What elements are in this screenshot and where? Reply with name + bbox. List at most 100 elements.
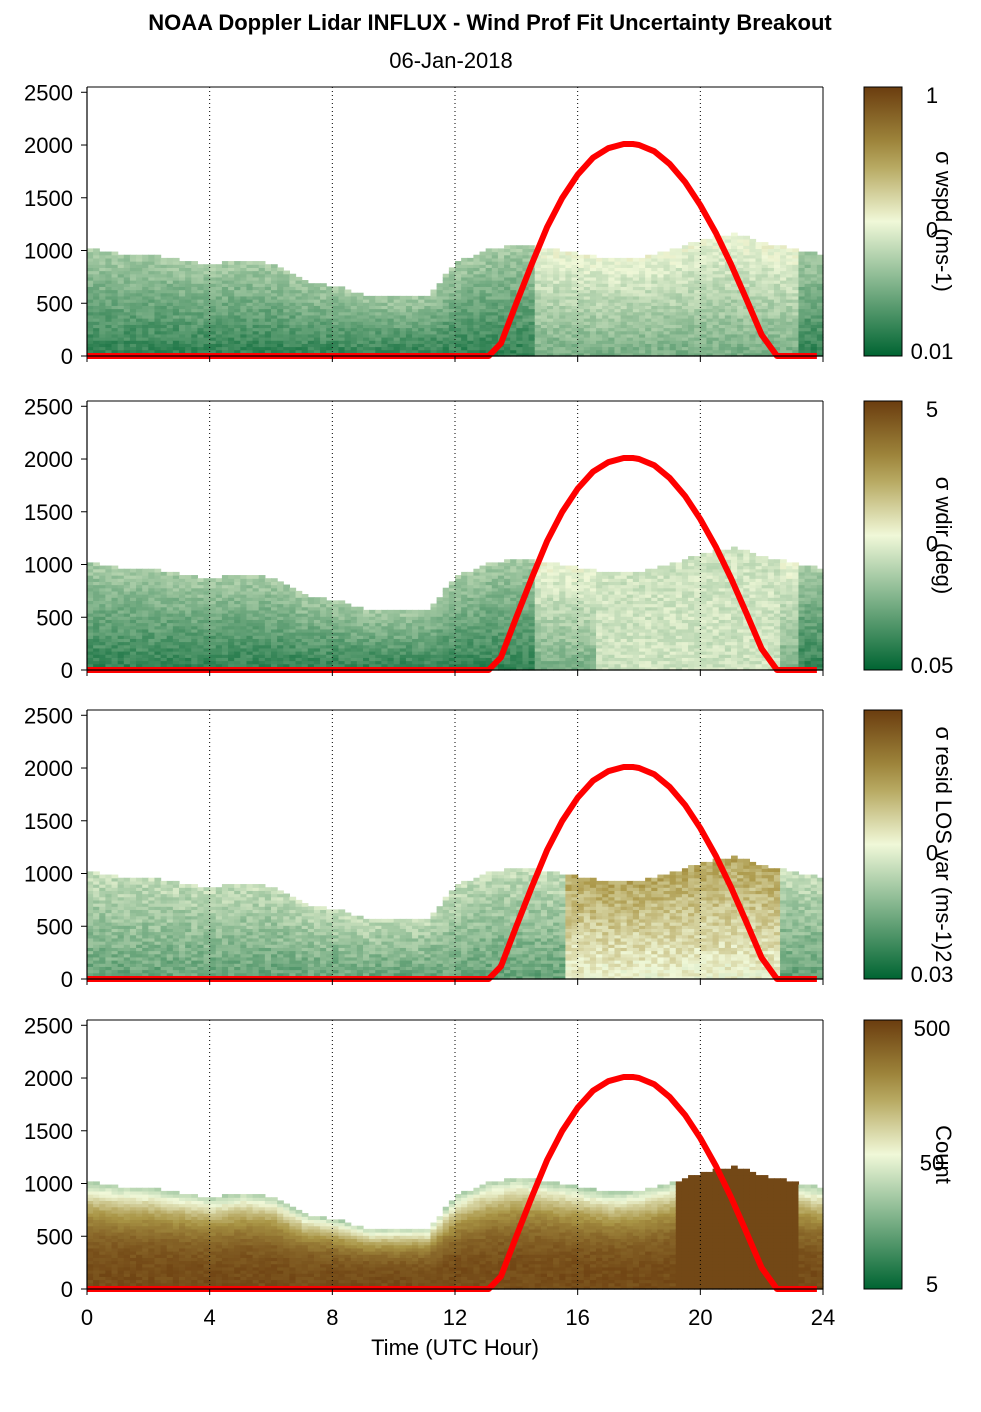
- heatmap-cell: [547, 251, 554, 256]
- heatmap-cell: [675, 314, 683, 319]
- heatmap-cell: [166, 321, 174, 325]
- heatmap-cell: [412, 295, 419, 300]
- heatmap-cell: [688, 305, 695, 310]
- heatmap-cell: [626, 273, 634, 278]
- heatmap-cell: [209, 286, 217, 291]
- heatmap-cell: [412, 340, 419, 344]
- heatmap-cell: [313, 330, 321, 335]
- heatmap-cell: [405, 314, 413, 319]
- heatmap-cell: [350, 340, 358, 344]
- heatmap-cell: [577, 340, 585, 344]
- heatmap-cell: [166, 261, 174, 265]
- heatmap-cell: [313, 321, 321, 325]
- heatmap-cell: [442, 276, 450, 281]
- heatmap-cell: [117, 261, 125, 265]
- heatmap-cell: [467, 280, 474, 284]
- heatmap-cell: [375, 311, 382, 316]
- heatmap-cell: [497, 276, 505, 281]
- heatmap-cell: [289, 314, 297, 319]
- heatmap-cell: [608, 337, 616, 341]
- heatmap-cell: [295, 308, 303, 313]
- heatmap-cell: [461, 299, 468, 303]
- heatmap-cell: [681, 340, 689, 344]
- heatmap-cell: [700, 340, 708, 344]
- heatmap-cell: [718, 340, 726, 344]
- heatmap-cell: [117, 346, 125, 351]
- heatmap-cell: [718, 343, 726, 348]
- heatmap-cell: [743, 311, 750, 316]
- heatmap-cell: [657, 264, 665, 268]
- heatmap-cell: [87, 280, 94, 284]
- heatmap-cell: [675, 340, 683, 344]
- heatmap-cell: [117, 302, 125, 306]
- heatmap-cell: [620, 337, 628, 341]
- heatmap-cell: [724, 340, 732, 344]
- heatmap-cell: [485, 270, 493, 275]
- heatmap-cell: [87, 327, 94, 332]
- heatmap-cell: [479, 330, 487, 335]
- heatmap-cell: [154, 324, 162, 329]
- heatmap-cell: [577, 261, 585, 265]
- heatmap-cell: [221, 349, 229, 354]
- heatmap-cell: [332, 330, 340, 335]
- heatmap-cell: [608, 299, 616, 303]
- heatmap-cell: [369, 295, 376, 300]
- heatmap-cell: [632, 267, 640, 272]
- heatmap-cell: [706, 238, 714, 243]
- heatmap-cell: [724, 337, 732, 341]
- heatmap-cell: [289, 292, 297, 297]
- heatmap-cell: [264, 321, 272, 325]
- heatmap-cell: [105, 565, 113, 570]
- heatmap-cell: [301, 305, 309, 310]
- heatmap-cell: [258, 575, 266, 579]
- heatmap-cell: [718, 305, 726, 310]
- heatmap-cell: [700, 349, 708, 354]
- heatmap-cell: [271, 289, 278, 294]
- heatmap-cell: [467, 321, 474, 325]
- heatmap-cell: [737, 273, 744, 278]
- heatmap-cell: [724, 286, 732, 291]
- heatmap-cell: [295, 346, 303, 351]
- heatmap-cell: [534, 346, 542, 351]
- heatmap-cell: [589, 337, 597, 341]
- heatmap-cell: [577, 292, 585, 297]
- heatmap-cell: [117, 337, 125, 341]
- heatmap-cell: [455, 333, 462, 338]
- heatmap-cell: [166, 340, 174, 344]
- heatmap-cell: [313, 305, 321, 310]
- heatmap-cell: [681, 248, 689, 253]
- heatmap-cell: [209, 267, 217, 272]
- heatmap-cell: [320, 343, 327, 348]
- heatmap-cell: [718, 254, 726, 259]
- heatmap-cell: [185, 330, 192, 335]
- heatmap-cell: [602, 324, 609, 329]
- heatmap-cell: [215, 314, 223, 319]
- heatmap-cell: [589, 321, 597, 325]
- heatmap-cell: [688, 302, 695, 306]
- heatmap-cell: [221, 318, 229, 322]
- heatmap-cell: [228, 333, 235, 338]
- heatmap-cell: [455, 308, 462, 313]
- heatmap-cell: [589, 292, 597, 297]
- heatmap-cell: [271, 318, 278, 322]
- heatmap-cell: [645, 254, 652, 259]
- heatmap-cell: [497, 327, 505, 332]
- heatmap-cell: [731, 311, 738, 316]
- heatmap-cell: [596, 352, 603, 357]
- heatmap-cell: [228, 289, 235, 294]
- heatmap-cell: [154, 343, 162, 348]
- heatmap-cell: [129, 261, 137, 265]
- heatmap-cell: [87, 311, 94, 316]
- heatmap-cell: [504, 261, 511, 265]
- heatmap-cell: [197, 349, 205, 354]
- heatmap-cell: [737, 238, 744, 243]
- heatmap-cell: [117, 280, 125, 284]
- heatmap-cell: [589, 254, 597, 259]
- heatmap-cell: [675, 292, 683, 297]
- heatmap-cell: [356, 321, 364, 325]
- heatmap-cell: [277, 324, 284, 329]
- heatmap-cell: [338, 299, 346, 303]
- heatmap-cell: [436, 327, 444, 332]
- heatmap-cell: [491, 308, 499, 313]
- heatmap-cell: [577, 308, 585, 313]
